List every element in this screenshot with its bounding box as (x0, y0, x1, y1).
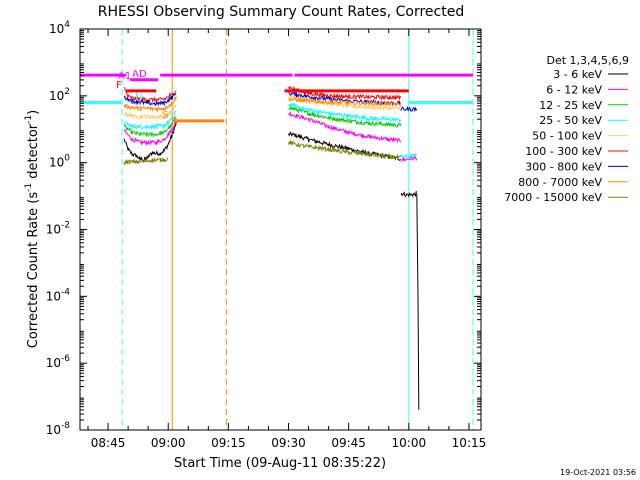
legend-entry: 3 - 6 keV (553, 68, 602, 81)
series-trace (123, 118, 177, 147)
y-tick-label: 102 (49, 87, 70, 103)
series-trace (288, 105, 402, 128)
series-trace (400, 153, 418, 159)
series-trace (123, 95, 177, 113)
y-axis: 104 102 100 10-2 10-4 10-6 10-8 (46, 20, 481, 437)
series-trace (400, 155, 418, 162)
x-tick-label: 09:00 (151, 436, 186, 450)
series-trace (288, 131, 401, 161)
legend-header: Det 1,3,4,5,6,9 (546, 54, 629, 67)
y-axis-label: Corrected Count Rate (s-1 detector-1) (24, 110, 41, 348)
state-bar-label: A1 (118, 71, 131, 82)
series-trace (123, 103, 177, 121)
legend-entry: 800 - 7000 keV (518, 176, 602, 189)
state-bar-label: S (162, 110, 168, 121)
series-trace (288, 139, 402, 160)
series-trace (123, 157, 169, 167)
series-trace (123, 93, 177, 107)
series-trace (288, 96, 402, 108)
legend-entry: 100 - 300 keV (525, 145, 602, 158)
legend-entry: 7000 - 15000 keV (504, 191, 602, 204)
x-tick-label: 08:45 (91, 436, 126, 450)
legend-entry: 12 - 25 keV (539, 99, 602, 112)
legend-entry: 6 - 12 keV (546, 83, 602, 96)
chart-title: RHESSI Observing Summary Count Rates, Co… (98, 4, 464, 20)
plot-frame (79, 28, 482, 431)
x-axis: 08:45 09:00 09:15 09:30 09:45 10:00 10:15 (87, 29, 487, 450)
series-trace (288, 110, 402, 143)
series-trace (416, 193, 420, 410)
series-trace (288, 102, 402, 123)
x-tick-label: 09:30 (271, 436, 306, 450)
svg-text:Corrected Count Rate (s-1 dete: Corrected Count Rate (s-1 detector-1) (24, 110, 41, 348)
y-tick-label: 104 (49, 20, 70, 36)
series-trace (400, 190, 418, 198)
x-tick-label: 10:15 (452, 436, 487, 450)
legend: Det 1,3,4,5,6,93 - 6 keV 6 - 12 keV 12 - 2… (504, 54, 629, 204)
series-7000-15000keV (123, 139, 402, 167)
footer-timestamp: 19-Oct-2021 03:56 (560, 468, 636, 477)
y-tick-label: 10-2 (46, 221, 70, 237)
y-tick-label: 10-4 (46, 287, 71, 303)
y-tick-label: 10-8 (46, 421, 71, 437)
series-trace (123, 87, 177, 103)
series-3-6keV (123, 122, 420, 410)
x-axis-label: Start Time (09-Aug-11 08:35:22) (174, 456, 386, 471)
x-tick-label: 09:15 (211, 436, 246, 450)
y-tick-label: 10-6 (46, 354, 71, 370)
series-trace (123, 110, 177, 131)
series-6-12keV (123, 110, 418, 162)
series-25-50keV (123, 102, 418, 159)
series-trace (123, 116, 177, 138)
legend-entry: 25 - 50 keV (539, 114, 602, 127)
state-bar-label: N (135, 92, 142, 103)
state-bar-label: F (116, 80, 122, 91)
legend-entry: 50 - 100 keV (532, 130, 602, 143)
series-trace (123, 122, 177, 162)
series-12-25keV (123, 105, 402, 138)
series-800-7000keV (123, 95, 402, 113)
series-trace (400, 105, 418, 113)
x-tick-label: 09:45 (331, 436, 366, 450)
state-bar-label: AD (132, 69, 147, 80)
legend-entry: 300 - 800 keV (525, 160, 602, 173)
x-tick-label: 10:00 (392, 436, 427, 450)
series-100-300keV (123, 85, 402, 103)
y-tick-label: 100 (49, 154, 70, 170)
